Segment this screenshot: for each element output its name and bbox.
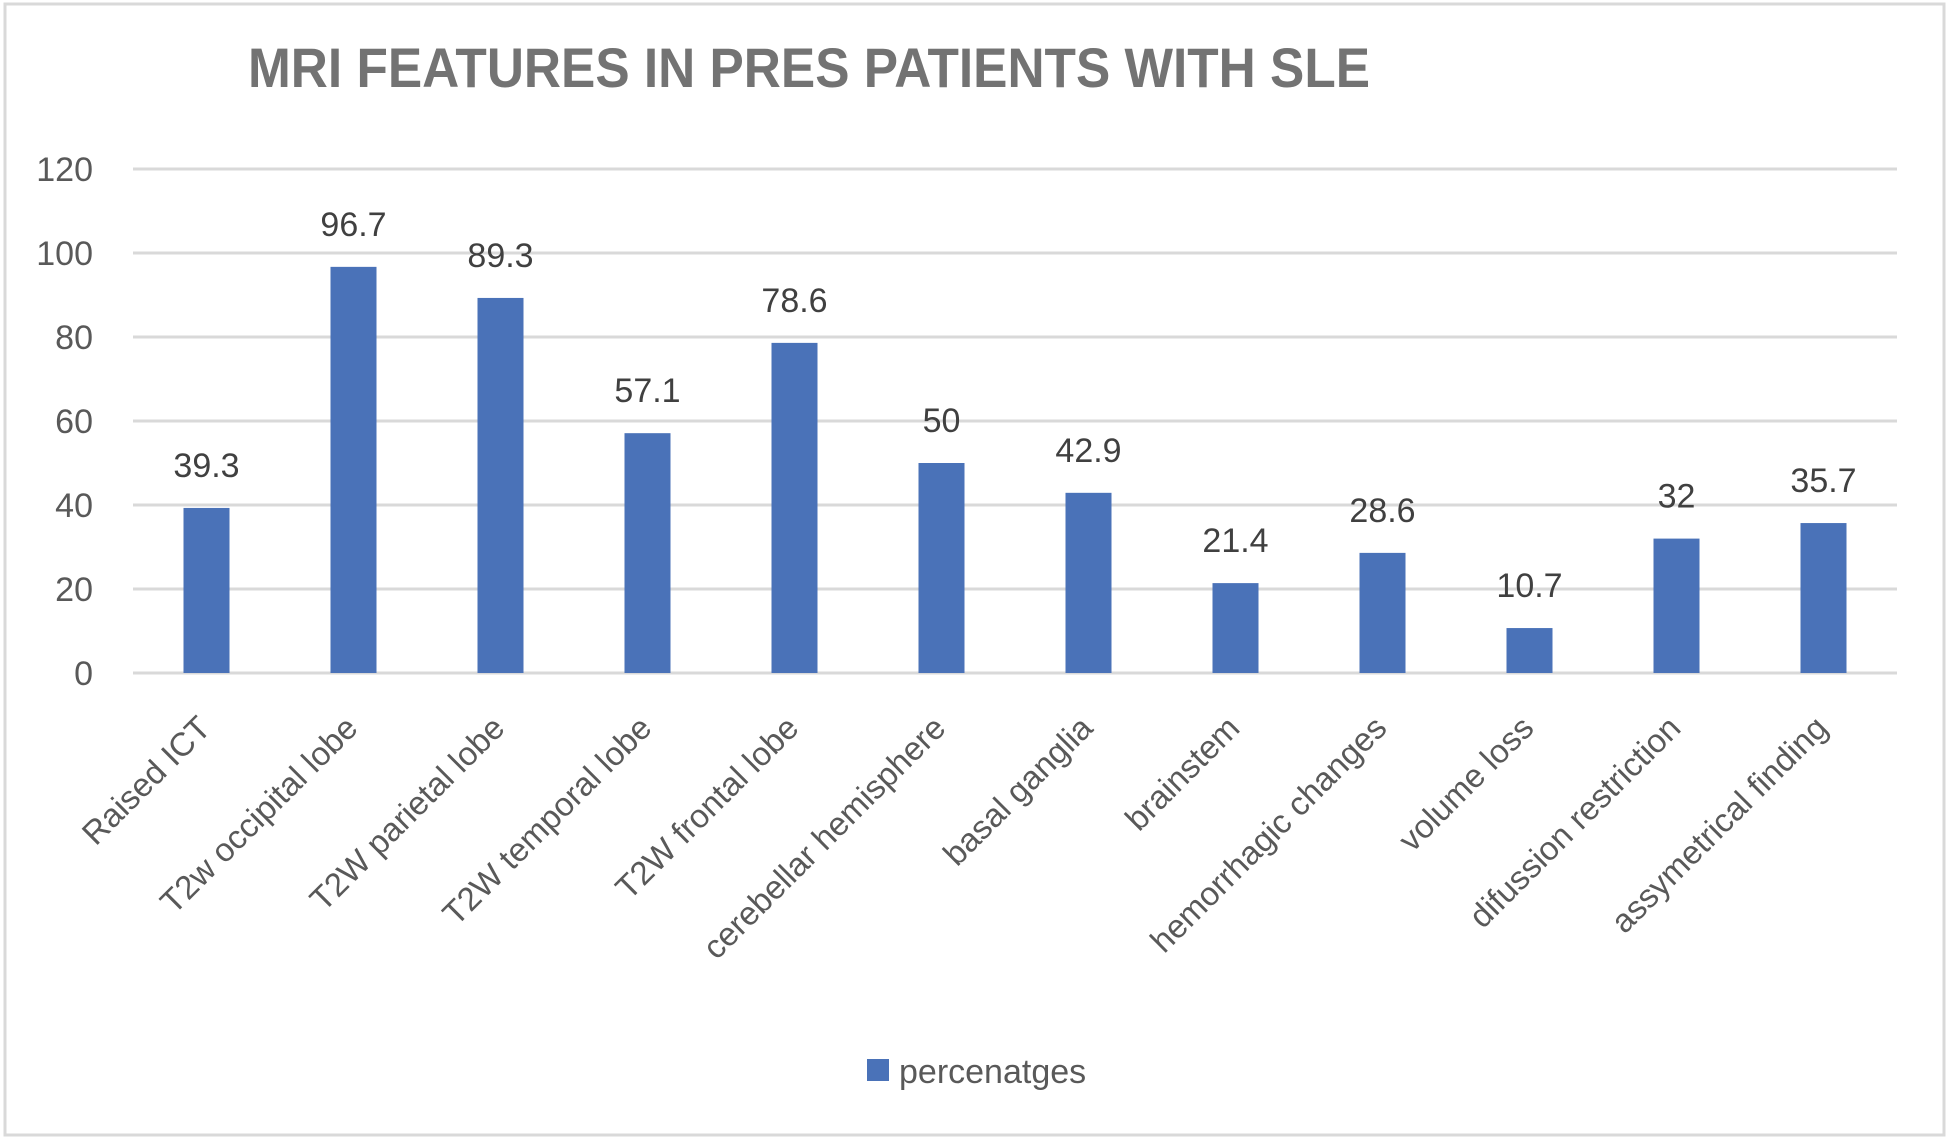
data-label: 32 xyxy=(1658,478,1696,516)
data-label: 35.7 xyxy=(1790,462,1856,500)
data-label: 10.7 xyxy=(1496,567,1562,605)
data-label: 21.4 xyxy=(1202,522,1268,560)
bar xyxy=(1653,538,1700,673)
gridlines xyxy=(133,167,1897,675)
chart-title: MRI FEATURES IN PRES PATIENTS WITH SLE xyxy=(248,36,1370,99)
data-label: 78.6 xyxy=(761,282,827,320)
bar xyxy=(1359,552,1406,673)
y-tick-label: 100 xyxy=(36,235,93,273)
data-label: 42.9 xyxy=(1055,432,1121,470)
legend: percenatges xyxy=(867,1053,1086,1091)
y-tick-label: 0 xyxy=(74,655,93,693)
data-label: 39.3 xyxy=(173,447,239,485)
bar xyxy=(771,342,818,673)
chart-frame xyxy=(3,2,1946,1137)
bar xyxy=(918,463,965,673)
legend-label-percenatges: percenatges xyxy=(899,1053,1086,1091)
y-tick-label: 120 xyxy=(36,151,93,189)
data-label: 89.3 xyxy=(467,237,533,275)
bar xyxy=(624,433,671,673)
legend-swatch-percenatges xyxy=(867,1059,889,1081)
data-labels: 39.3 96.7 89.3 57.1 78.6 50 42.9 21.4 28.6 10.7 32… xyxy=(173,206,1856,605)
bar xyxy=(183,507,230,673)
bar xyxy=(477,297,524,673)
y-tick-label: 20 xyxy=(55,571,93,609)
data-label: 57.1 xyxy=(614,372,680,410)
bar xyxy=(1212,583,1259,673)
bar xyxy=(1800,523,1847,673)
bar xyxy=(1506,628,1553,673)
bar xyxy=(330,266,377,673)
y-axis-tick-labels: 0 20 40 60 80 100 120 xyxy=(36,151,93,693)
y-tick-label: 60 xyxy=(55,403,93,441)
data-label: 96.7 xyxy=(320,206,386,244)
data-label: 50 xyxy=(923,402,961,440)
bars xyxy=(183,266,1847,673)
bar xyxy=(1065,492,1112,673)
y-tick-label: 80 xyxy=(55,319,93,357)
data-label: 28.6 xyxy=(1349,492,1415,530)
y-tick-label: 40 xyxy=(55,487,93,525)
